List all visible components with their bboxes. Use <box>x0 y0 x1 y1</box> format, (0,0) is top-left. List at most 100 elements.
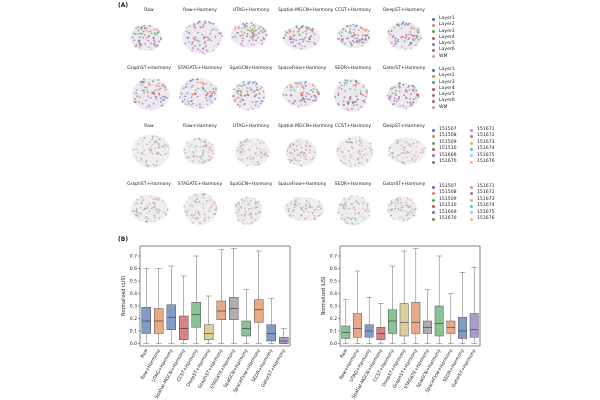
umap-point <box>246 32 249 35</box>
umap-point <box>289 155 291 158</box>
umap-point <box>205 219 207 221</box>
umap-point <box>367 30 370 32</box>
umap-point <box>138 43 141 45</box>
umap-point <box>304 104 307 106</box>
umap-point <box>237 31 239 34</box>
umap-point <box>238 208 241 211</box>
umap-point <box>398 154 400 156</box>
umap-point <box>318 214 321 217</box>
umap-point <box>256 86 258 89</box>
umap-point <box>243 84 246 86</box>
umap-point <box>134 202 136 205</box>
umap-point <box>404 89 407 91</box>
umap-point <box>318 92 320 95</box>
umap-point <box>157 79 160 81</box>
umap-scatter <box>284 196 325 222</box>
umap-point <box>412 89 414 92</box>
box-7 <box>229 248 239 344</box>
umap-point <box>207 147 210 150</box>
umap-point <box>253 80 256 83</box>
umap-panel: UTAG+Harmony <box>227 124 275 174</box>
umap-point <box>300 151 302 154</box>
umap-point <box>255 212 257 215</box>
umap-point <box>306 141 308 144</box>
umap-point <box>292 102 295 104</box>
umap-point <box>151 48 153 51</box>
umap-point <box>411 208 414 211</box>
umap-point <box>351 141 353 143</box>
y-tick-label: 0.2 <box>130 316 137 322</box>
umap-point <box>351 155 353 158</box>
umap-point <box>214 36 217 38</box>
umap-point <box>336 38 339 40</box>
umap-point <box>193 92 196 95</box>
umap-point <box>208 95 211 98</box>
umap-point <box>308 202 310 204</box>
umap-point <box>336 150 339 152</box>
umap-point <box>202 152 204 155</box>
umap-point <box>415 207 418 210</box>
umap-point <box>358 39 361 42</box>
umap-point <box>401 206 404 209</box>
umap-point <box>352 31 355 34</box>
umap-point <box>148 147 151 150</box>
umap-point <box>191 41 194 44</box>
legend-label: 151669 <box>439 209 457 215</box>
umap-point <box>150 220 152 223</box>
umap-point <box>368 214 371 217</box>
umap-point <box>400 152 403 155</box>
umap-point <box>255 39 257 42</box>
x-tick-label: Raw <box>139 348 149 360</box>
umap-point <box>308 148 311 151</box>
umap-point <box>401 161 404 163</box>
umap-point <box>292 203 295 206</box>
umap-point <box>348 31 351 34</box>
legend-item: Layer4 <box>432 35 455 41</box>
umap-point <box>178 96 181 99</box>
umap-point <box>259 203 261 206</box>
umap-point <box>154 31 156 34</box>
x-tick-label: Raw <box>339 348 349 360</box>
umap-point <box>300 164 302 166</box>
umap-point <box>396 142 399 144</box>
umap-point <box>261 86 263 88</box>
umap-point <box>150 32 153 35</box>
umap-panel-title: GatorST+Harmony <box>382 66 426 71</box>
umap-point <box>391 157 394 160</box>
umap-point <box>318 204 321 207</box>
umap-point <box>150 207 153 210</box>
umap-point <box>141 33 143 35</box>
umap-point <box>339 81 341 84</box>
umap-point <box>346 222 349 225</box>
umap-point <box>202 153 205 156</box>
umap-point <box>314 43 317 45</box>
umap-point <box>346 107 348 110</box>
umap-point <box>349 41 351 44</box>
umap-point <box>242 219 245 221</box>
legend-item: 151671 <box>470 184 504 190</box>
umap-point <box>212 152 215 155</box>
umap-point <box>305 80 307 83</box>
legend-item: 151673 <box>470 140 504 146</box>
umap-point <box>195 145 198 148</box>
umap-point <box>210 84 212 86</box>
umap-point <box>412 142 415 145</box>
umap-point <box>135 208 138 210</box>
umap-point <box>247 140 250 142</box>
umap-point <box>205 203 208 205</box>
umap-point <box>215 29 218 31</box>
umap-point <box>389 96 392 98</box>
umap-point <box>234 35 237 38</box>
umap-point <box>197 22 199 25</box>
umap-point <box>195 149 197 151</box>
umap-point <box>313 214 316 217</box>
umap-point <box>144 207 147 210</box>
umap-point <box>350 108 353 110</box>
umap-point <box>143 80 145 83</box>
umap-point <box>154 140 157 143</box>
box-3 <box>179 275 189 344</box>
umap-point <box>393 43 396 46</box>
umap-point <box>205 144 208 147</box>
umap-point <box>294 159 297 161</box>
umap-point <box>241 39 244 42</box>
